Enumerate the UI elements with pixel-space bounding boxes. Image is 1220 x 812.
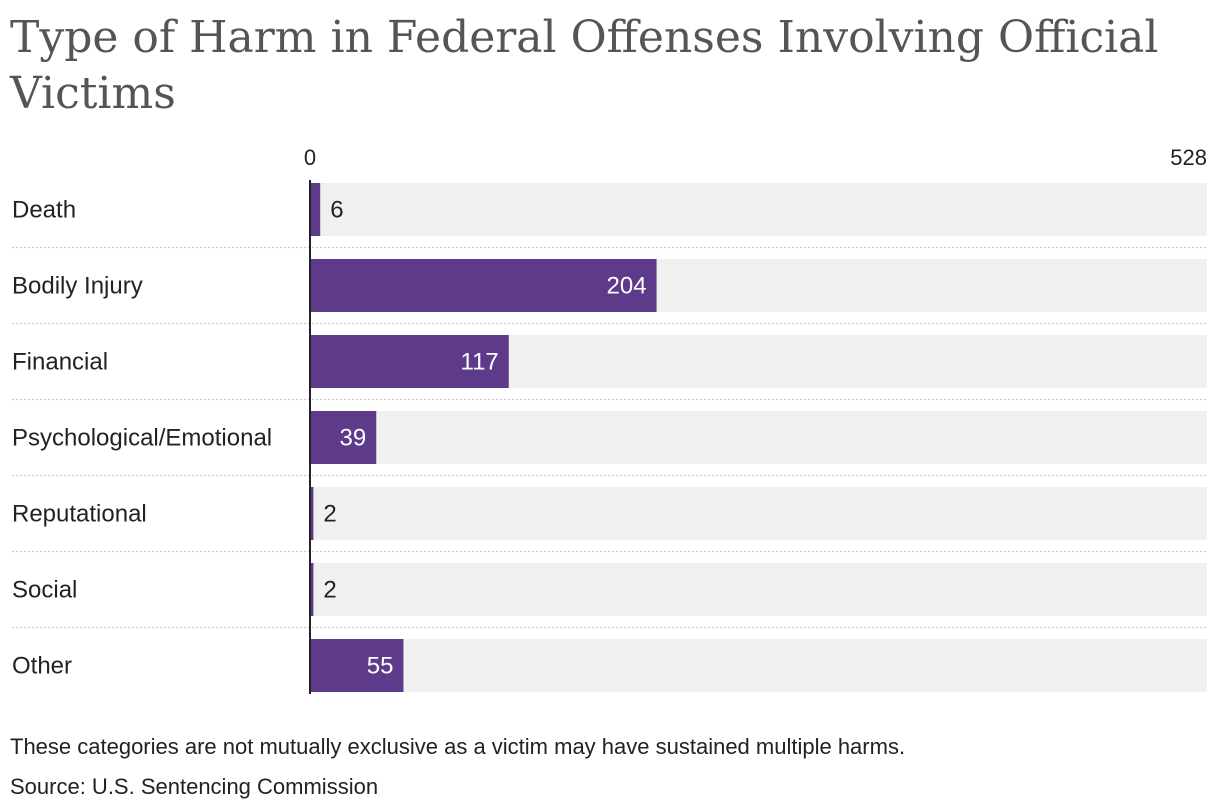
chart-title: Type of Harm in Federal Offenses Involvi…: [10, 12, 1159, 119]
bar-other: [310, 639, 404, 692]
category-label-financial: Financial: [12, 349, 108, 376]
category-label-other: Other: [12, 653, 72, 680]
bar-bodily-injury: [310, 259, 657, 312]
value-label-psychological-emotional: 39: [340, 425, 367, 452]
category-label-reputational: Reputational: [12, 501, 147, 528]
value-label-reputational: 2: [323, 501, 336, 528]
category-label-psychological-emotional: Psychological/Emotional: [12, 425, 272, 452]
bar-track-reputational: [310, 487, 1207, 540]
chart-note: These categories are not mutually exclus…: [10, 734, 906, 759]
x-tick-label-max: 528: [1170, 145, 1207, 170]
category-label-bodily-injury: Bodily Injury: [12, 273, 143, 300]
bar-financial: [310, 335, 509, 388]
bar-track-other: [310, 639, 1207, 692]
value-label-other: 55: [367, 653, 394, 680]
bar-death: [310, 183, 321, 236]
bar-psychological-emotional: [310, 411, 377, 464]
value-label-death: 6: [330, 197, 343, 224]
bar-chart: 0 528 Death 6 Bodily Injury 204 Financial 117 Ps…: [12, 145, 1207, 694]
bar-track-psychological-emotional: [310, 411, 1207, 464]
category-label-social: Social: [12, 577, 77, 604]
value-label-financial: 117: [461, 349, 499, 376]
x-tick-label-min: 0: [304, 145, 316, 170]
bar-social: [310, 563, 314, 616]
bar-track-social: [310, 563, 1207, 616]
value-label-bodily-injury: 204: [607, 273, 647, 300]
chart-source: Source: U.S. Sentencing Commission: [10, 774, 379, 799]
category-label-death: Death: [12, 197, 76, 224]
bar-reputational: [310, 487, 314, 540]
bar-track-death: [310, 183, 1207, 236]
value-label-social: 2: [323, 577, 336, 604]
